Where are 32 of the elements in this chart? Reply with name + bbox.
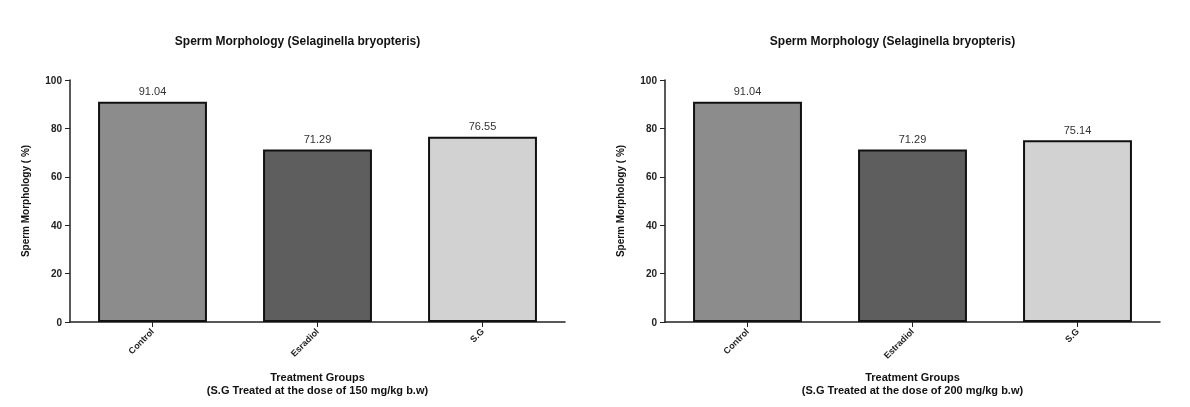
data-label: 71.29 — [898, 132, 927, 145]
y-tick-label: 20 — [645, 268, 658, 280]
bar — [263, 149, 372, 322]
data-label: 75.14 — [1063, 123, 1092, 136]
bar — [693, 101, 802, 322]
bar — [98, 101, 207, 322]
y-axis-title: Sperm Morphology ( %) — [19, 144, 31, 258]
y-tick-label: 80 — [645, 122, 658, 134]
y-axis-title: Sperm Morphology ( %) — [614, 144, 626, 258]
y-tick-label: 100 — [45, 74, 63, 86]
y-tick-label: 0 — [56, 316, 63, 328]
x-axis-title: Treatment Groups (S.G Treated at the dose of 150 mg/kg b.w) — [206, 370, 429, 396]
bar — [858, 149, 967, 322]
y-tick-label: 80 — [50, 122, 63, 134]
chart-title: Sperm Morphology (Selaginella bryopteris) — [174, 34, 421, 48]
data-label: 91.04 — [138, 85, 167, 98]
y-tick-label: 60 — [50, 171, 63, 183]
y-tick-label: 40 — [50, 219, 63, 231]
x-tick-label: S.G — [468, 326, 487, 345]
bar — [1023, 140, 1132, 322]
y-tick-label: 0 — [651, 316, 658, 328]
x-tick-label: S.G — [1063, 326, 1082, 345]
chart-title: Sperm Morphology (Selaginella bryopteris) — [769, 34, 1016, 48]
y-tick-label: 20 — [50, 268, 63, 280]
y-tick-label: 40 — [645, 219, 658, 231]
data-label: 91.04 — [733, 85, 762, 98]
y-tick-label: 100 — [640, 74, 658, 86]
bar — [428, 136, 537, 322]
data-label: 76.55 — [468, 120, 497, 133]
y-tick-label: 60 — [645, 171, 658, 183]
data-label: 71.29 — [303, 132, 332, 145]
x-axis-title: Treatment Groups (S.G Treated at the dose of 200 mg/kg b.w) — [801, 370, 1024, 396]
